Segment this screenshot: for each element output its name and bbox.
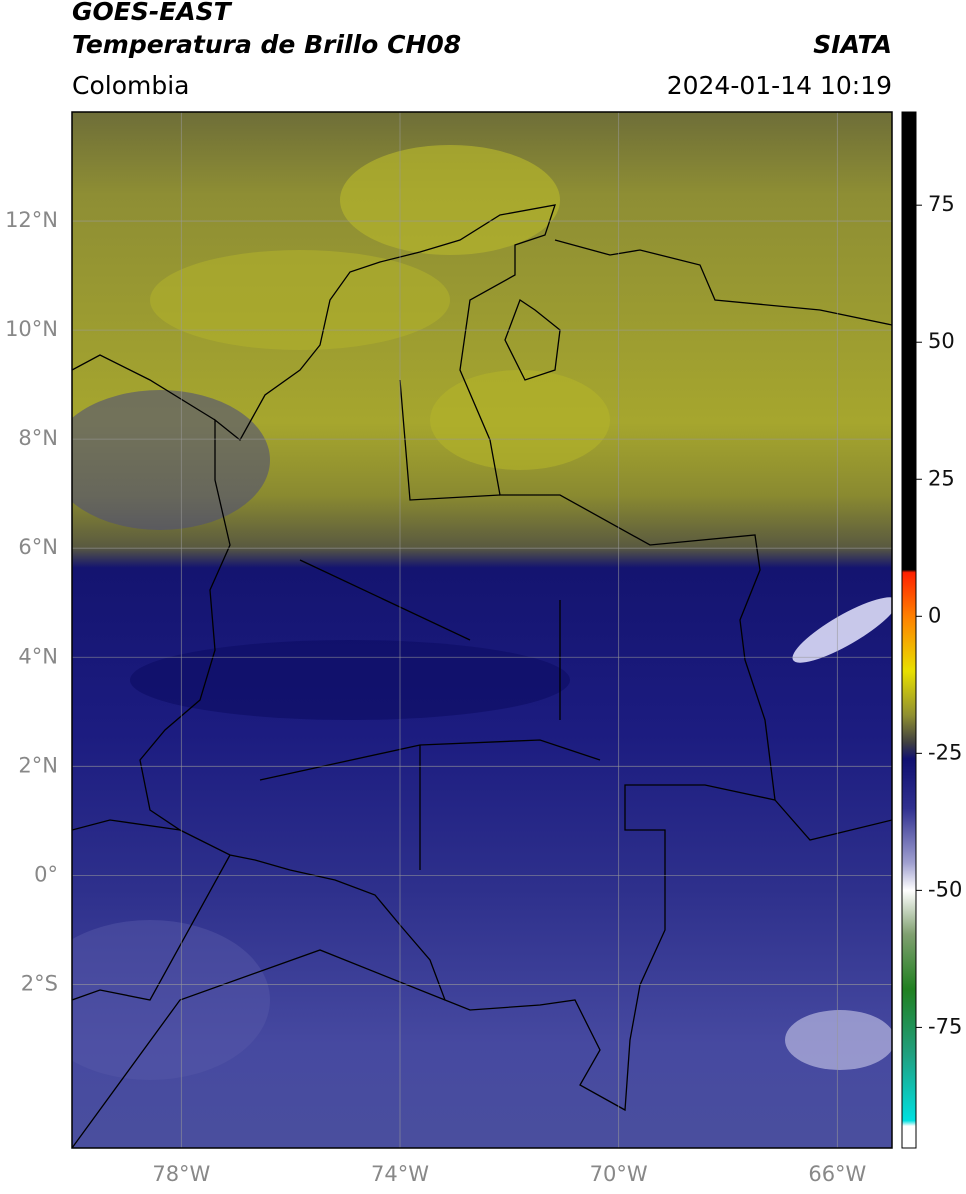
- cloud-area: [430, 370, 610, 470]
- y-tick-label: 2°S: [21, 971, 58, 995]
- y-tick-label: 12°N: [5, 208, 58, 232]
- y-tick-label: 0°: [34, 862, 58, 886]
- cloud-area: [792, 597, 892, 663]
- borders: [72, 204, 892, 1148]
- colorbar-tick-label: -50: [928, 877, 962, 901]
- y-tick-label: 8°N: [18, 426, 58, 450]
- y-tick-label: 10°N: [5, 317, 58, 341]
- colorbar: [901, 111, 917, 1149]
- cloud-area: [72, 920, 270, 1080]
- x-tick-label: 70°W: [590, 1162, 648, 1186]
- source: SIATA: [813, 30, 892, 59]
- title: GOES-EAST: [72, 0, 233, 26]
- colorbar-tick-label: 25: [928, 466, 955, 490]
- cloud-area: [72, 390, 270, 530]
- colorbar-tick-label: -75: [928, 1014, 962, 1038]
- cloud-area: [785, 1010, 892, 1070]
- map-area: [72, 112, 892, 1148]
- x-tick-label: 66°W: [808, 1162, 866, 1186]
- cloud-area: [130, 640, 570, 720]
- graticule: [72, 112, 892, 1148]
- y-tick-label: 4°N: [18, 644, 58, 668]
- x-tick-label: 74°W: [371, 1162, 429, 1186]
- subtitle: Temperatura de Brillo CH08: [72, 30, 461, 59]
- datetime: 2024-01-14 10:19: [667, 71, 892, 100]
- colorbar-tick-label: 0: [928, 603, 941, 627]
- x-tick-label: 78°W: [152, 1162, 210, 1186]
- colorbar-tick-label: -25: [928, 740, 962, 764]
- cloud-area: [150, 250, 450, 350]
- region: Colombia: [72, 71, 189, 100]
- colorbar-tick-label: 75: [928, 192, 955, 216]
- cloud-area: [340, 145, 560, 255]
- y-tick-label: 2°N: [18, 753, 58, 777]
- y-tick-label: 6°N: [18, 535, 58, 559]
- map-frame: [71, 111, 893, 1149]
- colorbar-tick-label: 50: [928, 329, 955, 353]
